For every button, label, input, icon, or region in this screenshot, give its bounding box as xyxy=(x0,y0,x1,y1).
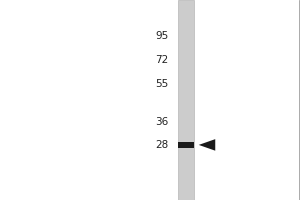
Text: 55: 55 xyxy=(155,79,169,89)
Text: 95: 95 xyxy=(155,31,169,41)
Polygon shape xyxy=(199,139,215,151)
Text: 72: 72 xyxy=(155,55,169,65)
Text: 36: 36 xyxy=(155,117,169,127)
Text: 28: 28 xyxy=(155,140,169,150)
Bar xyxy=(178,0,194,200)
Bar xyxy=(178,142,194,148)
